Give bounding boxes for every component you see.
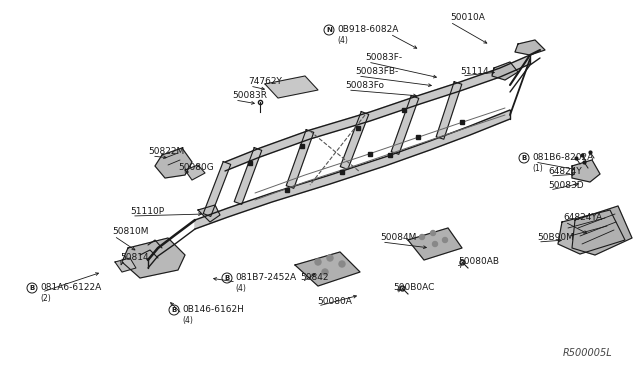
Text: 50084M: 50084M <box>380 234 417 243</box>
Polygon shape <box>391 96 419 154</box>
Text: 50080G: 50080G <box>178 164 214 173</box>
Polygon shape <box>225 55 530 171</box>
Polygon shape <box>198 205 220 222</box>
Circle shape <box>322 269 328 275</box>
Text: 50822M: 50822M <box>148 148 184 157</box>
Circle shape <box>315 259 321 265</box>
Polygon shape <box>572 160 600 182</box>
Text: 50083D: 50083D <box>548 182 584 190</box>
Text: N: N <box>326 27 332 33</box>
Polygon shape <box>408 228 462 260</box>
Text: B: B <box>172 307 177 313</box>
Circle shape <box>339 261 345 267</box>
Text: 50083FB-: 50083FB- <box>355 67 398 77</box>
Circle shape <box>327 255 333 261</box>
Text: 74762Y: 74762Y <box>248 77 282 87</box>
Text: R500005L: R500005L <box>563 348 612 358</box>
Text: 081B7-2452A: 081B7-2452A <box>235 273 296 282</box>
Text: (4): (4) <box>337 35 348 45</box>
Polygon shape <box>558 210 625 254</box>
Text: 0B146-6162H: 0B146-6162H <box>182 305 244 314</box>
Text: 51114: 51114 <box>460 67 488 77</box>
Polygon shape <box>515 40 545 55</box>
Text: B: B <box>29 285 35 291</box>
Text: 50083Fo: 50083Fo <box>345 81 384 90</box>
Polygon shape <box>265 76 318 98</box>
Polygon shape <box>195 110 510 229</box>
Circle shape <box>433 241 438 247</box>
Text: 50080AB: 50080AB <box>458 257 499 266</box>
Circle shape <box>419 234 424 240</box>
Polygon shape <box>492 62 518 80</box>
Text: 081B6-8202A: 081B6-8202A <box>532 154 593 163</box>
Circle shape <box>442 237 447 243</box>
Text: 0B918-6082A: 0B918-6082A <box>337 26 398 35</box>
Text: 50842: 50842 <box>300 273 328 282</box>
Polygon shape <box>295 252 360 286</box>
Polygon shape <box>122 238 185 278</box>
Polygon shape <box>115 258 136 272</box>
Polygon shape <box>436 82 462 139</box>
Text: (4): (4) <box>182 315 193 324</box>
Text: (4): (4) <box>235 283 246 292</box>
Polygon shape <box>204 161 231 217</box>
Text: 51110P: 51110P <box>130 208 164 217</box>
Text: 500B0AC: 500B0AC <box>393 283 435 292</box>
Circle shape <box>431 231 435 235</box>
Polygon shape <box>340 112 369 169</box>
Text: B: B <box>225 275 230 281</box>
Polygon shape <box>572 206 632 255</box>
Text: 081A6-6122A: 081A6-6122A <box>40 283 101 292</box>
Text: 50083R: 50083R <box>232 92 267 100</box>
Text: 64824YA: 64824YA <box>563 214 602 222</box>
Polygon shape <box>286 130 314 188</box>
Text: (2): (2) <box>40 294 51 302</box>
Polygon shape <box>155 148 192 178</box>
Text: 50080A: 50080A <box>317 298 352 307</box>
Text: 50810M: 50810M <box>112 228 148 237</box>
Text: (1): (1) <box>532 164 543 173</box>
Text: 50814: 50814 <box>120 253 148 263</box>
Text: 50083F-: 50083F- <box>365 54 402 62</box>
Text: 50B90M: 50B90M <box>537 234 574 243</box>
Text: B: B <box>522 155 527 161</box>
Text: 50010A: 50010A <box>450 13 485 22</box>
Polygon shape <box>234 148 262 204</box>
Text: 64824Y: 64824Y <box>548 167 582 176</box>
Polygon shape <box>185 165 205 180</box>
